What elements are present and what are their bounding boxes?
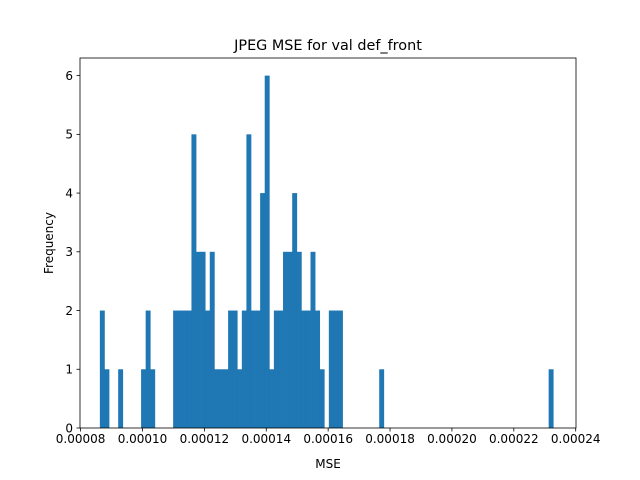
histogram-bars xyxy=(99,75,554,429)
histogram-bar xyxy=(379,369,385,428)
histogram-bar xyxy=(315,310,321,428)
histogram-bar xyxy=(223,369,229,428)
x-tick-label: 0.00020 xyxy=(427,432,477,446)
histogram-bar xyxy=(255,310,261,428)
histogram-bar xyxy=(273,310,279,428)
y-tick-label: 4 xyxy=(65,186,73,200)
histogram-bar xyxy=(301,310,307,428)
histogram-bar xyxy=(548,369,554,428)
histogram-bar xyxy=(310,251,316,428)
histogram-bar xyxy=(269,369,275,428)
x-tick-label: 0.00014 xyxy=(241,432,291,446)
x-axis-label: MSE xyxy=(315,457,341,471)
histogram-bar xyxy=(237,369,243,428)
x-tick-label: 0.00016 xyxy=(303,432,353,446)
histogram-bar xyxy=(99,310,105,428)
y-tick-label: 6 xyxy=(65,69,73,83)
histogram-bar xyxy=(200,251,206,428)
x-tick-label: 0.00008 xyxy=(56,432,106,446)
y-tick-label: 0 xyxy=(65,421,73,435)
histogram-bar xyxy=(150,369,156,428)
histogram-bar xyxy=(173,310,179,428)
histogram-bar xyxy=(278,310,284,428)
histogram-bar xyxy=(214,369,220,428)
histogram-bar xyxy=(319,369,325,428)
histogram-bar xyxy=(250,310,256,428)
histogram-bar xyxy=(209,251,215,428)
histogram-bar xyxy=(283,251,288,428)
y-tick-label: 1 xyxy=(65,363,73,377)
histogram-bar xyxy=(260,193,266,428)
histogram-bar xyxy=(246,134,252,428)
histogram-bar xyxy=(177,310,183,428)
histogram-bar xyxy=(141,369,147,428)
histogram-bar xyxy=(292,193,298,428)
histogram-bar xyxy=(228,310,234,428)
histogram-bar xyxy=(241,310,247,428)
chart-title: JPEG MSE for val def_front xyxy=(233,38,422,54)
y-axis-ticks: 0 1 2 3 4 5 6 xyxy=(65,69,80,435)
x-tick-label: 0.00018 xyxy=(365,432,415,446)
x-tick-label: 0.00010 xyxy=(118,432,168,446)
histogram-bar xyxy=(333,310,339,428)
x-tick-label: 0.00022 xyxy=(489,432,539,446)
histogram-bar xyxy=(104,369,110,428)
plot-frame xyxy=(79,57,577,429)
histogram-bar xyxy=(287,251,293,428)
histogram-bar xyxy=(232,310,238,428)
histogram-bar xyxy=(337,310,343,428)
plot-background xyxy=(80,58,576,428)
histogram-bar xyxy=(305,310,311,428)
x-tick-label: 0.00012 xyxy=(180,432,230,446)
x-axis-ticks: 0.00008 0.00010 0.00012 0.00014 0.00016 0.000… xyxy=(56,428,601,446)
histogram-bar xyxy=(218,369,224,428)
y-tick-label: 5 xyxy=(65,128,73,142)
histogram-bar xyxy=(196,251,201,428)
y-tick-label: 3 xyxy=(65,245,73,259)
histogram-bar xyxy=(145,310,151,428)
histogram-bar xyxy=(205,310,211,428)
histogram-bar xyxy=(118,369,124,428)
histogram-bar xyxy=(191,134,197,428)
histogram-bar xyxy=(264,75,270,429)
histogram-bar xyxy=(296,251,302,428)
histogram-bar xyxy=(186,310,192,428)
histogram-bar xyxy=(182,310,188,428)
histogram-bar xyxy=(328,310,334,428)
x-tick-label: 0.00024 xyxy=(551,432,601,446)
y-tick-label: 2 xyxy=(65,304,73,318)
y-axis-label: Frequency xyxy=(42,212,56,274)
